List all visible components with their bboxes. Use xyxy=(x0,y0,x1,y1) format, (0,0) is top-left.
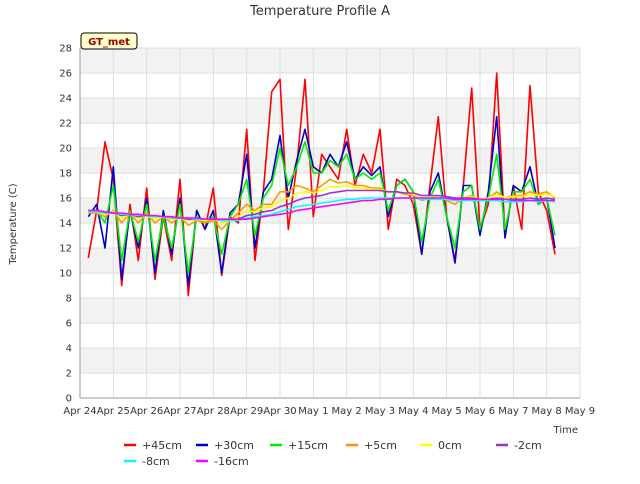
plot-band xyxy=(80,173,580,198)
x-tick-label: May 8 xyxy=(532,406,562,417)
y-tick-label: 20 xyxy=(59,144,72,155)
x-tick-label: Apr 26 xyxy=(130,406,163,417)
legend-label: -2cm xyxy=(514,439,542,452)
plot-band xyxy=(80,123,580,148)
legend-label: +30cm xyxy=(214,439,254,452)
series-line--16cm xyxy=(88,197,555,220)
plot-band xyxy=(80,373,580,398)
x-tick-label: Apr 29 xyxy=(230,406,263,417)
plot-band xyxy=(80,298,580,323)
legend-label: -16cm xyxy=(214,455,249,468)
x-tick-label: May 7 xyxy=(498,406,528,417)
y-tick-label: 28 xyxy=(59,44,72,55)
gridlines xyxy=(79,47,581,399)
y-tick-label: 22 xyxy=(59,119,72,130)
plot-band xyxy=(80,273,580,298)
plot-band xyxy=(80,48,580,73)
x-tick-label: Apr 25 xyxy=(97,406,130,417)
y-tick-label: 14 xyxy=(59,219,72,230)
x-tick-label: May 4 xyxy=(398,406,428,417)
station-badge: GT_met xyxy=(80,32,138,50)
x-tick-label: Apr 28 xyxy=(197,406,230,417)
plot-background-bands xyxy=(80,48,580,398)
legend-label: +45cm xyxy=(142,439,182,452)
legend-label: +15cm xyxy=(288,439,328,452)
y-tick-label: 24 xyxy=(59,94,72,105)
plot-band xyxy=(80,73,580,98)
y-tick-label: 2 xyxy=(66,369,72,380)
y-tick-label: 26 xyxy=(59,69,72,80)
legend-label: 0cm xyxy=(438,439,462,452)
legend: +45cm +30cm +15cm +5cm 0cm -2cm -8cm -16cm xyxy=(124,439,542,468)
y-tick-label: 16 xyxy=(59,194,72,205)
y-tick-label: 10 xyxy=(59,269,72,280)
plot-band xyxy=(80,323,580,348)
x-tick-label: Apr 27 xyxy=(163,406,196,417)
legend-label: +5cm xyxy=(364,439,397,452)
x-tick-label: May 3 xyxy=(365,406,395,417)
y-tick-label: 18 xyxy=(59,169,72,180)
station-badge-label: GT_met xyxy=(88,37,130,48)
y-tick-label: 0 xyxy=(66,394,72,405)
x-tick-label: May 9 xyxy=(565,406,595,417)
series-line-+45cm xyxy=(87,72,556,297)
x-tick-label: May 6 xyxy=(465,406,495,417)
x-tick-label: Apr 30 xyxy=(263,406,296,417)
series-lines xyxy=(87,72,556,297)
y-tick-label: 12 xyxy=(59,244,72,255)
x-tick-label: Apr 24 xyxy=(63,406,96,417)
chart-title: Temperature Profile A xyxy=(249,4,390,19)
y-tick-label: 6 xyxy=(66,319,72,330)
plot-band xyxy=(80,348,580,373)
station-badge-box xyxy=(80,32,138,50)
y-tick-label: 8 xyxy=(66,294,72,305)
series-line-+15cm xyxy=(88,141,556,274)
y-tick-label: 4 xyxy=(66,344,72,355)
x-tick-label: May 2 xyxy=(332,406,362,417)
legend-label: -8cm xyxy=(142,455,170,468)
x-axis-label: Time xyxy=(553,425,578,436)
plot-band xyxy=(80,223,580,248)
plot-band xyxy=(80,248,580,273)
y-axis-label: Temperature (C) xyxy=(8,183,19,265)
plot-band xyxy=(80,98,580,123)
x-tick-label: May 5 xyxy=(432,406,462,417)
x-tick-label: May 1 xyxy=(298,406,328,417)
